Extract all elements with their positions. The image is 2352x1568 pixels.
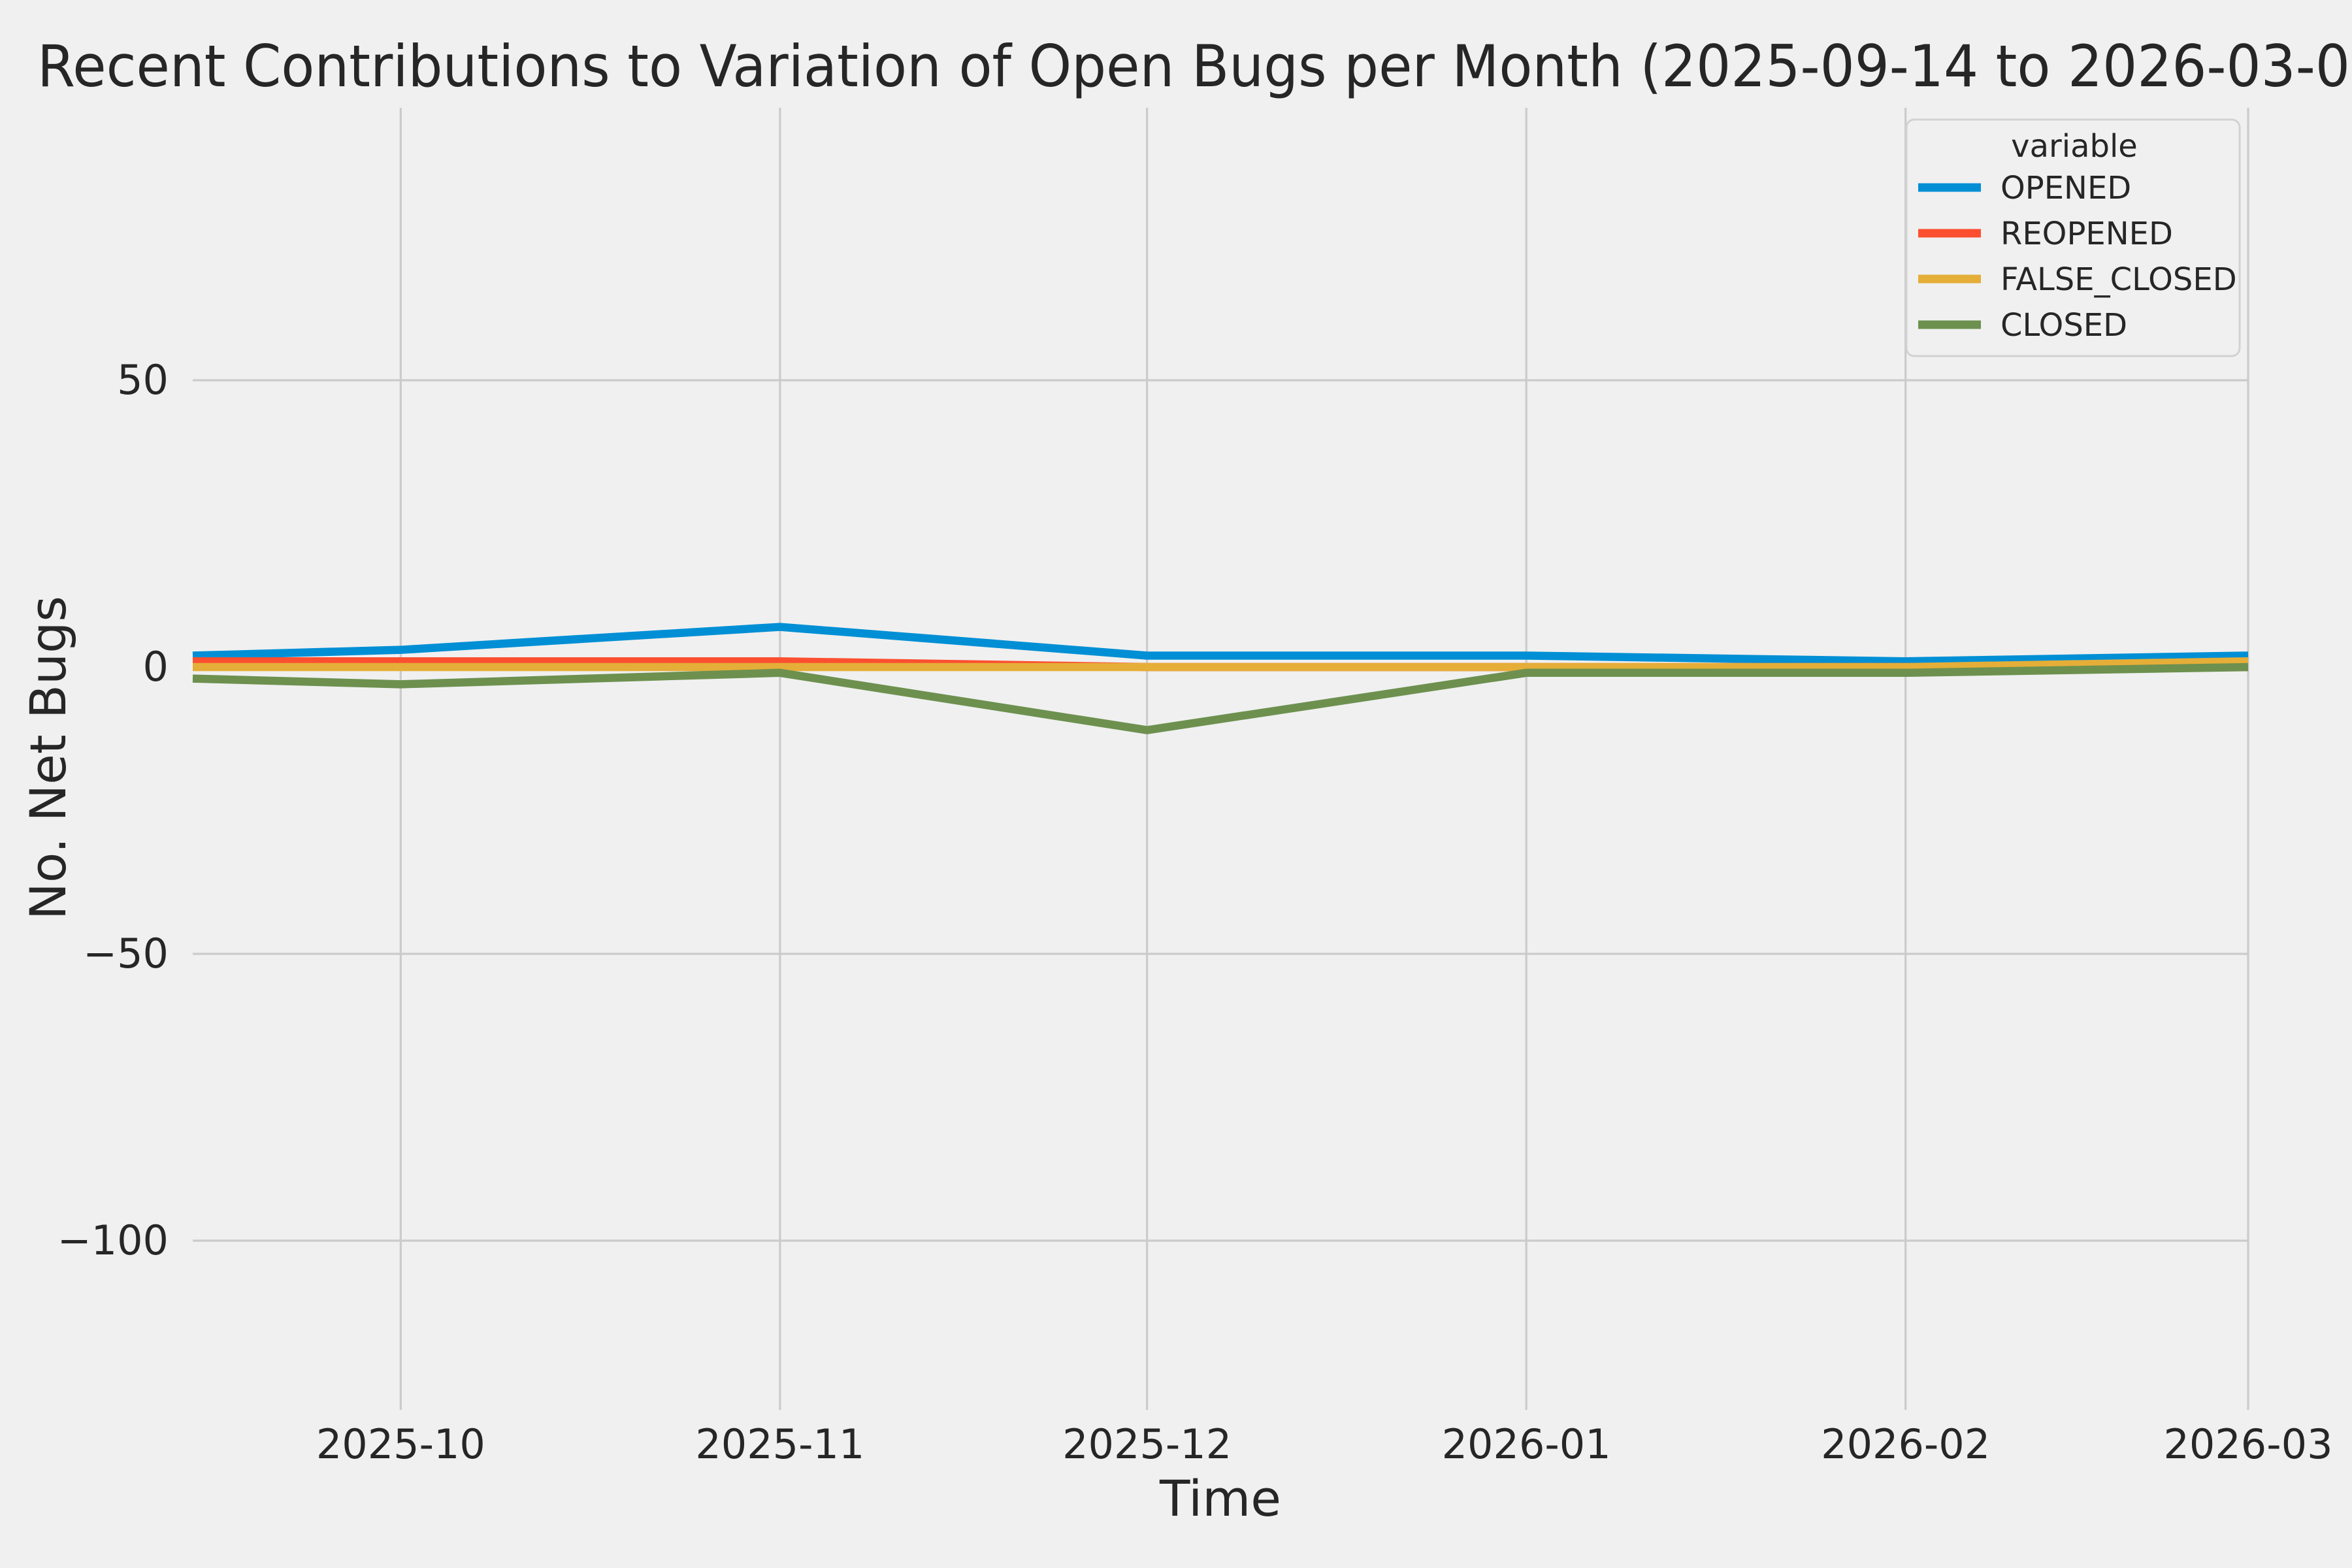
series-line-closed	[192, 662, 2249, 734]
y-tick-label: 50	[117, 356, 169, 404]
y-tick-label: 0	[143, 643, 169, 691]
y-tick-label: −100	[57, 1217, 169, 1264]
chart-title: Recent Contributions to Variation of Ope…	[37, 33, 2350, 100]
series-line-false_closed	[193, 657, 2249, 672]
legend-item-label: FALSE_CLOSED	[2001, 261, 2237, 298]
x-tick-label: 2026-03	[2163, 1420, 2332, 1468]
legend-box	[1905, 118, 2241, 357]
legend-items: OPENED REOPENED FALSE_CLOSED CLOSED	[1918, 170, 2237, 344]
x-tick-label: 2026-02	[1821, 1420, 1990, 1468]
x-tick-labels: 2025-10 2025-11 2025-12 2026-01 2026-02 2026-…	[316, 1420, 2333, 1468]
x-tick-label: 2025-12	[1062, 1420, 1232, 1468]
x-tick-label: 2025-11	[695, 1420, 864, 1468]
x-tick-label: 2025-10	[316, 1420, 485, 1468]
legend-item-closed: CLOSED	[1918, 307, 2127, 344]
y-tick-label: −50	[83, 930, 169, 977]
x-tick-label: 2026-01	[1442, 1420, 1611, 1468]
y-tick-labels: 50 0 −50 −100	[57, 356, 169, 1264]
series-lines	[192, 623, 2249, 734]
legend-item-reopened: REOPENED	[1918, 216, 2173, 252]
x-axis-label: Time	[1159, 1469, 1281, 1527]
legend: variable OPENED REOPENED FALSE_CLOSED CLOSE…	[1905, 118, 2241, 357]
legend-title: variable	[2011, 128, 2138, 165]
legend-item-false_closed: FALSE_CLOSED	[1918, 261, 2237, 298]
series-line-opened	[192, 623, 2249, 666]
legend-item-label: REOPENED	[2001, 216, 2173, 252]
legend-item-label: OPENED	[2001, 170, 2131, 206]
y-axis-label: No. Net Bugs	[19, 596, 77, 920]
legend-item-label: CLOSED	[2001, 307, 2127, 344]
legend-item-opened: OPENED	[1918, 170, 2131, 206]
vertical-gridlines	[399, 108, 2249, 1410]
